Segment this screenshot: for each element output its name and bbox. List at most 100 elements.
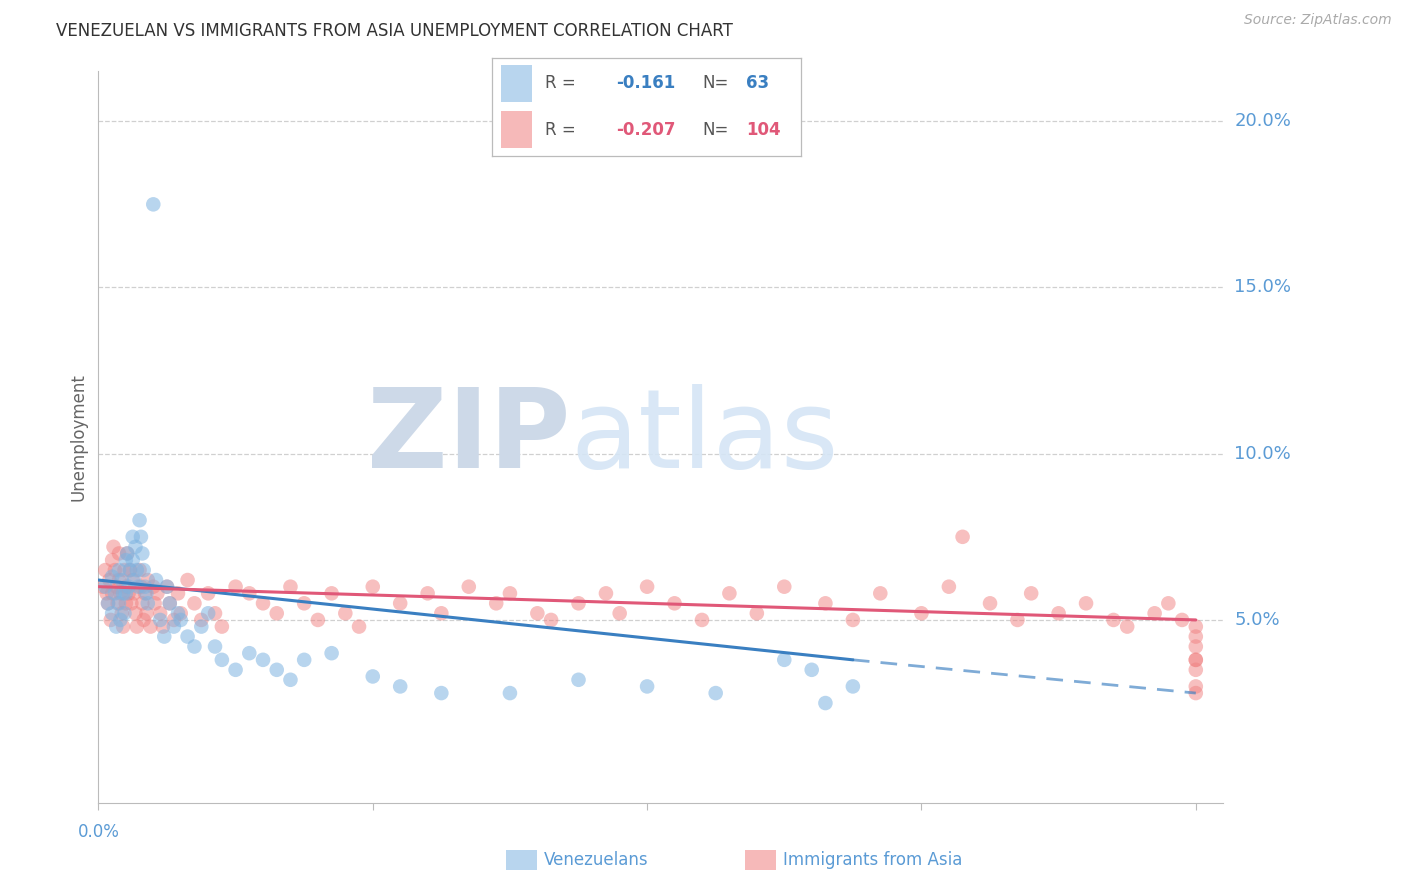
Point	[170, 613, 193, 627]
Point	[136, 596, 159, 610]
Point	[595, 586, 617, 600]
Text: Source: ZipAtlas.com: Source: ZipAtlas.com	[1244, 13, 1392, 28]
Point	[1102, 613, 1125, 627]
Text: R =: R =	[544, 120, 575, 138]
Point	[252, 653, 274, 667]
Point	[108, 546, 131, 560]
Point	[457, 580, 479, 594]
Point	[335, 607, 357, 621]
Point	[128, 563, 150, 577]
Point	[142, 580, 165, 594]
Point	[145, 573, 167, 587]
Point	[814, 596, 837, 610]
Point	[416, 586, 439, 600]
Point	[211, 653, 233, 667]
Point	[167, 607, 190, 621]
Point	[124, 540, 146, 554]
Point	[104, 586, 127, 600]
Point	[292, 596, 315, 610]
Point	[135, 586, 157, 600]
Point	[159, 596, 181, 610]
Point	[121, 530, 143, 544]
Text: 15.0%: 15.0%	[1234, 278, 1291, 296]
Point	[1184, 653, 1206, 667]
Point	[156, 580, 179, 594]
Point	[134, 580, 156, 594]
Text: N=: N=	[703, 120, 728, 138]
Bar	[502, 111, 533, 148]
Text: 104: 104	[745, 120, 780, 138]
Point	[153, 630, 176, 644]
Point	[142, 197, 165, 211]
Point	[814, 696, 837, 710]
Point	[1157, 596, 1180, 610]
Point	[869, 586, 891, 600]
Point	[156, 580, 179, 594]
Point	[211, 619, 233, 633]
Point	[800, 663, 823, 677]
Point	[129, 530, 152, 544]
Point	[238, 586, 260, 600]
Point	[842, 680, 865, 694]
Point	[114, 563, 136, 577]
Point	[128, 513, 150, 527]
Point	[143, 596, 166, 610]
Point	[149, 613, 172, 627]
Point	[101, 586, 124, 600]
Point	[163, 613, 186, 627]
Point	[118, 563, 141, 577]
Point	[97, 596, 120, 610]
Point	[105, 619, 128, 633]
Point	[101, 607, 124, 621]
Point	[238, 646, 260, 660]
Point	[101, 553, 124, 567]
Point	[111, 573, 134, 587]
Point	[773, 580, 796, 594]
Point	[152, 619, 174, 633]
Point	[389, 596, 412, 610]
Point	[190, 613, 212, 627]
Point	[110, 613, 132, 627]
Point	[636, 680, 658, 694]
Point	[280, 673, 302, 687]
Point	[389, 680, 412, 694]
Point	[100, 613, 122, 627]
Point	[1184, 663, 1206, 677]
Point	[146, 586, 169, 600]
Point	[122, 586, 145, 600]
Point	[430, 686, 453, 700]
Text: -0.161: -0.161	[616, 75, 675, 93]
Point	[94, 580, 117, 594]
Point	[499, 686, 522, 700]
Point	[266, 607, 288, 621]
Point	[183, 640, 205, 654]
Point	[1019, 586, 1042, 600]
Text: 0.0%: 0.0%	[77, 823, 120, 841]
Point	[108, 573, 131, 587]
Point	[176, 630, 198, 644]
Point	[91, 580, 114, 594]
Point	[125, 619, 148, 633]
Point	[124, 607, 146, 621]
Text: 63: 63	[745, 75, 769, 93]
Point	[125, 563, 148, 577]
Text: -0.207: -0.207	[616, 120, 675, 138]
Point	[108, 596, 131, 610]
Point	[105, 580, 128, 594]
Text: Venezuelans: Venezuelans	[544, 851, 648, 869]
Text: ZIP: ZIP	[367, 384, 571, 491]
Point	[910, 607, 932, 621]
Point	[252, 596, 274, 610]
Point	[1143, 607, 1166, 621]
Point	[110, 586, 132, 600]
Point	[938, 580, 960, 594]
Point	[139, 619, 162, 633]
Point	[842, 613, 865, 627]
Point	[485, 596, 508, 610]
Point	[115, 546, 138, 560]
Text: N=: N=	[703, 75, 728, 93]
Point	[526, 607, 548, 621]
Point	[636, 580, 658, 594]
Point	[1184, 653, 1206, 667]
Text: atlas: atlas	[571, 384, 839, 491]
